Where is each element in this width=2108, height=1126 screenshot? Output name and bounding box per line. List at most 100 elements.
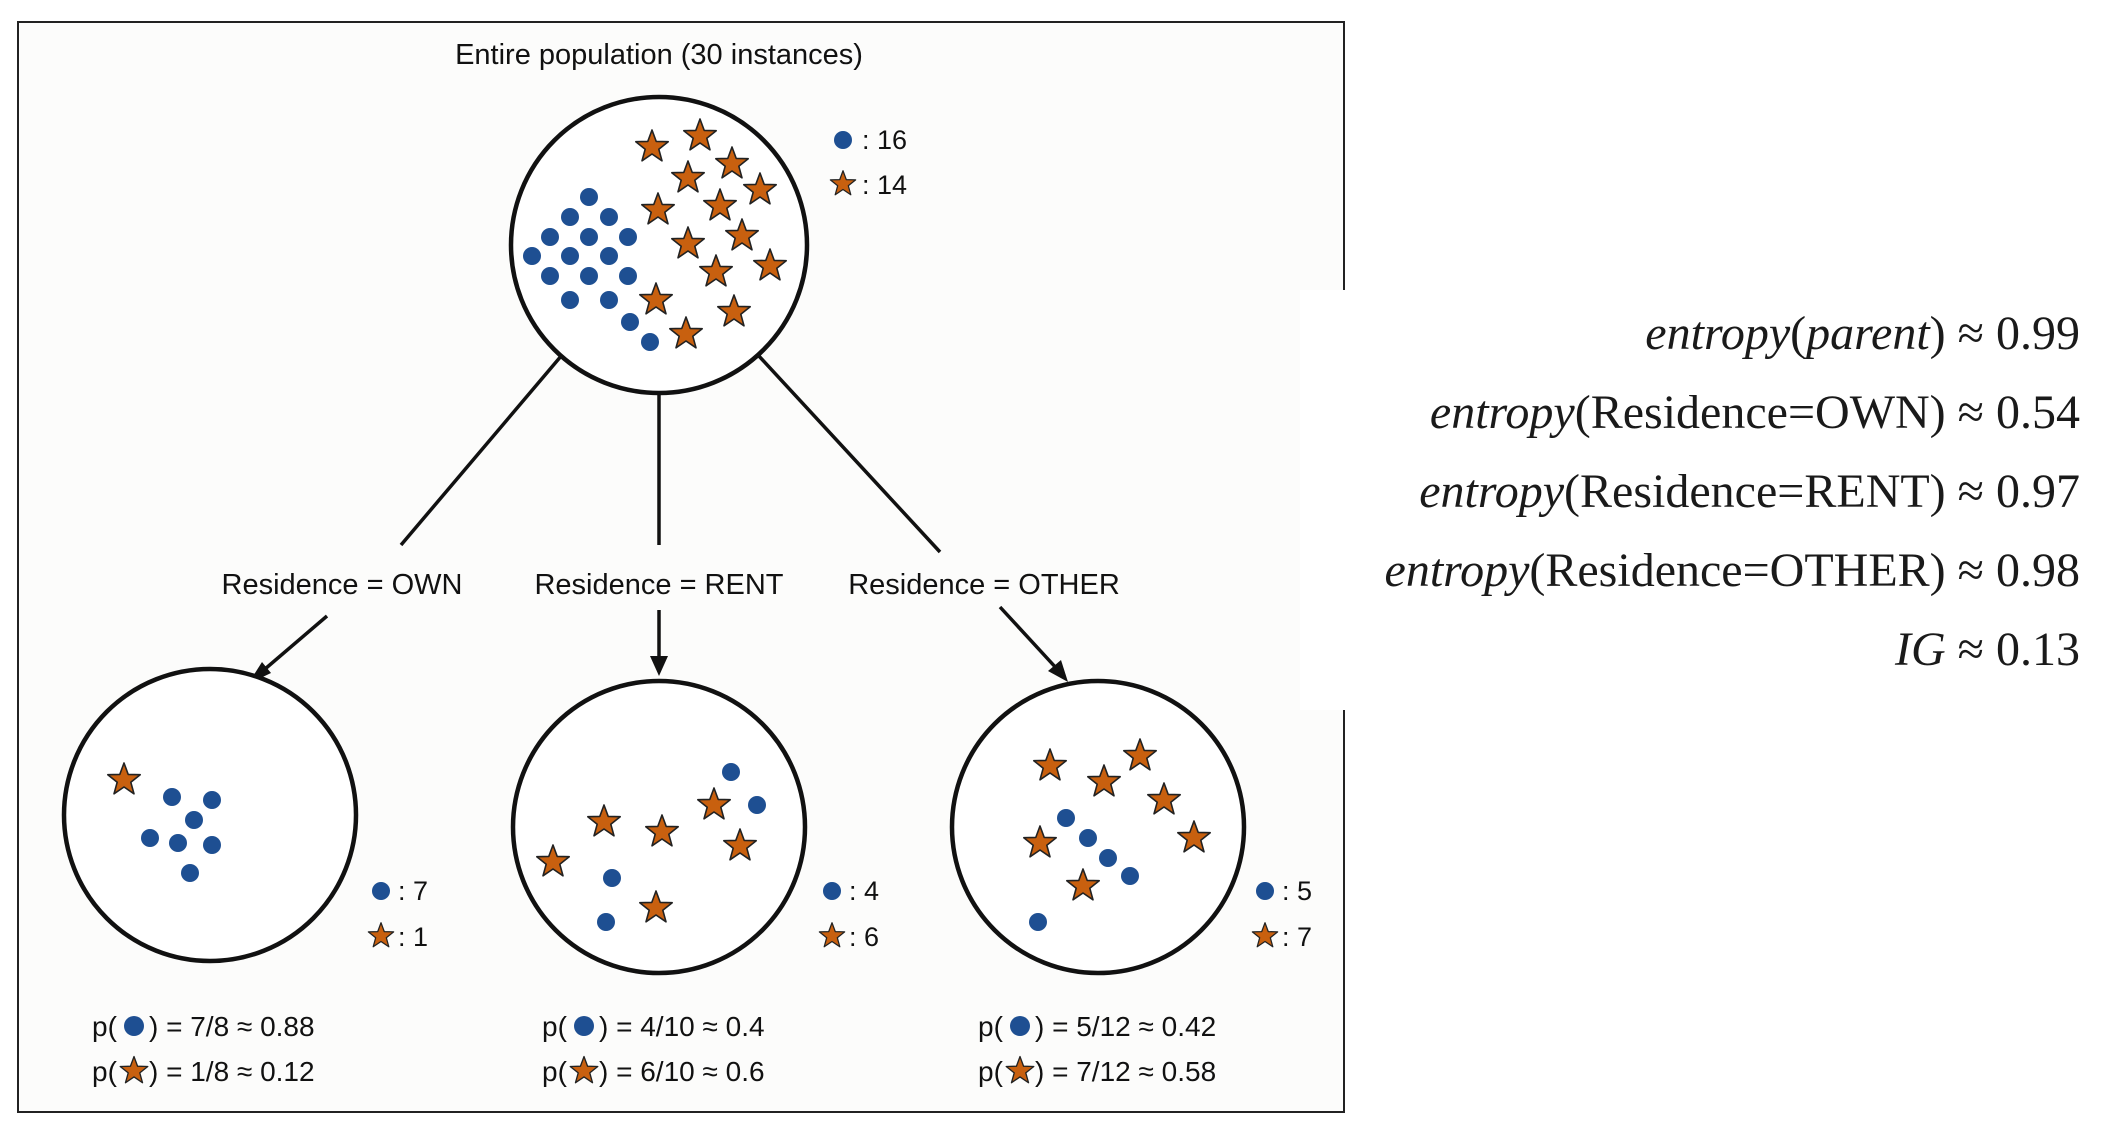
formula-entropy-rent: entropy(Residence=RENT) ≈ 0.97 [1419,465,2080,518]
rent-probabilities: p( ) = 4/10 ≈ 0.4 p( ) = 6/10 ≈ 0.6 [542,1011,765,1087]
rent-p-star-expr: ) = 6/10 ≈ 0.6 [599,1056,765,1087]
formula-argument: Residence=OTHER [1545,544,1930,597]
dot-instance [580,228,598,246]
legend-dot-icon [834,131,852,149]
rent-p-circle-expr: ) = 4/10 ≈ 0.4 [599,1011,765,1042]
formula-argument: parent [1806,307,1930,360]
rent-legend-circle-count: : 4 [849,876,879,906]
edge-other-arrow-shaft [998,605,1060,672]
rent-legend-star-count: : 6 [849,922,879,952]
formula-function-name: entropy [1645,307,1791,360]
own-legend-star-count: : 1 [398,922,428,952]
dot-instance [619,228,637,246]
dot-instance [1057,809,1075,827]
legend-dot-icon [372,882,390,900]
arrowhead-rent [650,656,668,676]
dot-instance [561,291,579,309]
formula-function-name: entropy [1429,386,1575,439]
formula-value: ≈ 0.97 [1957,465,2080,518]
dot-instance [523,247,541,265]
root-legend-circle-count: : 16 [862,125,907,155]
own-node-circle [61,666,359,964]
dot-instance [1121,867,1139,885]
other-legend: : 5 : 7 [1251,876,1312,952]
p-dot-icon [574,1016,594,1036]
child-node-other [949,678,1247,976]
child-node-own [61,666,359,964]
dot-instance [641,333,659,351]
edge-to-own-node [399,353,564,547]
own-legend-circle-count: : 7 [398,876,428,906]
p-dot-icon [124,1016,144,1036]
root-legend-star-count: : 14 [862,170,907,200]
formula-value: ≈ 0.54 [1957,386,2080,439]
other-p-star-expr: ) = 7/12 ≈ 0.58 [1035,1056,1216,1087]
entropy-formula-panel: entropy(parent) ≈ 0.99 entropy(Residence… [1300,290,2080,710]
formula-entropy-other: entropy(Residence=OTHER) ≈ 0.98 [1384,544,2080,597]
dot-instance [203,791,221,809]
p-dot-icon [1010,1016,1030,1036]
dot-instance [603,869,621,887]
dot-instance [600,208,618,226]
arrowhead-other [1048,660,1068,682]
dot-instance [185,811,203,829]
legend-dot-icon [1256,882,1274,900]
formula-information-gain: IG ≈ 0.13 [1895,622,2080,677]
dot-instance [600,291,618,309]
dot-instance [1079,829,1097,847]
other-probabilities: p( ) = 5/12 ≈ 0.42 p( ) = 7/12 ≈ 0.58 [978,1011,1216,1087]
formula-function-name: entropy [1384,544,1530,597]
dot-instance [181,864,199,882]
rent-p-star-prefix: p( [542,1056,568,1087]
formula-argument: Residence=RENT [1580,465,1930,518]
formula-value: ≈ 0.98 [1957,544,2080,597]
dot-instance [169,834,187,852]
formula-value: ≈ 0.13 [1957,623,2080,676]
own-legend: : 7 : 1 [367,876,428,952]
population-title: Entire population (30 instances) [455,39,863,71]
dot-instance [163,788,181,806]
own-p-star-expr: ) = 1/8 ≈ 0.12 [149,1056,315,1087]
other-p-star-prefix: p( [978,1056,1004,1087]
rent-legend: : 4 : 6 [818,876,879,952]
edge-label-own: Residence = OWN [222,569,463,601]
edge-own-arrow-shaft [256,614,329,677]
root-points [523,118,788,351]
formula-function-name: IG [1895,623,1946,676]
child-node-rent [510,678,808,976]
own-probabilities: p( ) = 7/8 ≈ 0.88 p( ) = 1/8 ≈ 0.12 [92,1011,315,1087]
edge-label-other: Residence = OTHER [848,569,1120,601]
dot-instance [1099,849,1117,867]
edge-label-rent: Residence = RENT [534,569,783,601]
dot-instance [561,208,579,226]
formula-function-name: entropy [1419,465,1565,518]
dot-instance [748,796,766,814]
dot-instance [597,913,615,931]
other-legend-star-count: : 7 [1282,922,1312,952]
dot-instance [541,228,559,246]
own-p-star-prefix: p( [92,1056,118,1087]
dot-instance [561,247,579,265]
dot-instance [580,267,598,285]
dot-instance [580,188,598,206]
legend-dot-icon [823,882,841,900]
dot-instance [541,267,559,285]
formula-entropy-parent: entropy(parent) ≈ 0.99 [1645,307,2080,360]
formula-argument: Residence=OWN [1590,386,1930,439]
other-p-circle-expr: ) = 5/12 ≈ 0.42 [1035,1011,1216,1042]
dot-instance [1029,913,1047,931]
dot-instance [619,267,637,285]
own-p-circle-prefix: p( [92,1011,118,1042]
rent-p-circle-prefix: p( [542,1011,568,1042]
dot-instance [141,829,159,847]
own-p-circle-expr: ) = 7/8 ≈ 0.88 [149,1011,315,1042]
other-node-circle [949,678,1247,976]
root-legend: : 16 : 14 [829,125,907,200]
dot-instance [203,836,221,854]
edge-to-other-node [756,353,942,554]
dot-instance [621,313,639,331]
other-legend-circle-count: : 5 [1282,876,1312,906]
dot-instance [722,763,740,781]
formula-entropy-own: entropy(Residence=OWN) ≈ 0.54 [1429,386,2080,439]
